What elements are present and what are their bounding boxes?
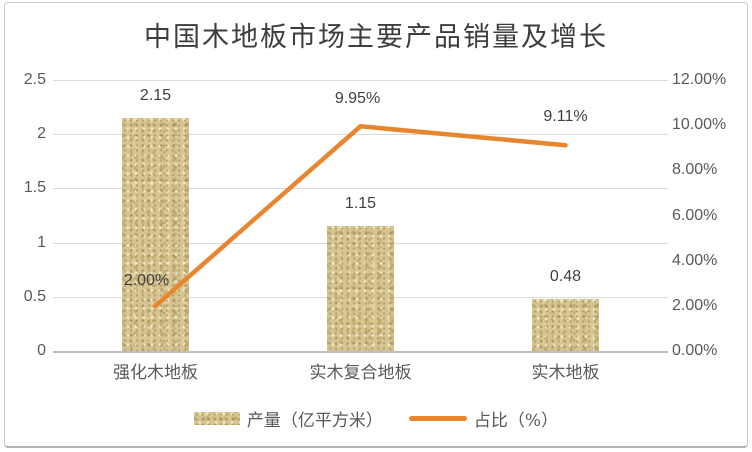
bar-实木复合地板 [327,226,394,351]
line-value-label: 9.95% [334,90,381,108]
right-axis-tick: 8.00% [672,161,718,179]
gridline [53,80,668,81]
legend-bar-label: 产量（亿平方米） [246,411,383,431]
line-value-label: 2.00% [123,271,170,289]
right-axis-tick: 10.00% [672,116,727,134]
right-axis-tick: 12.00% [672,71,727,88]
bar-强化木地板 [122,117,189,351]
left-axis-tick: 2.5 [23,71,46,88]
line-path [153,124,568,309]
left-axis-tick: 2 [37,125,46,143]
right-axis-tick: 0.00% [672,342,718,359]
category-label-3: 实木地板 [531,363,600,383]
left-axis-tick: 1.5 [23,179,46,197]
gridline [53,134,668,136]
legend: 产量（亿平方米） 占比（%） [0,406,752,431]
bar-value-label: 2.15 [139,86,172,104]
line-series [153,124,568,309]
category-label-2: 实木复合地板 [309,363,412,383]
left-axis-tick: 0 [37,342,46,359]
right-axis-tick: 2.00% [672,296,718,314]
bar-value-label: 1.15 [344,195,377,213]
left-axis-tick: 0.5 [23,287,46,305]
right-axis-tick: 4.00% [672,251,718,269]
bar-value-label: 0.48 [549,267,582,285]
gridline [53,188,668,190]
category-label-1: 强化木地板 [113,363,198,383]
bar-实木地板 [532,298,599,351]
chart-title: 中国木地板市场主要产品销量及增长 [144,22,608,53]
x-axis-line [53,350,668,353]
legend-line-swatch-icon [408,416,467,421]
right-axis-tick: 6.00% [672,206,718,224]
line-value-label: 9.11% [543,108,588,126]
legend-bar-swatch-icon [193,412,240,425]
left-axis-tick: 1 [37,233,46,251]
legend-line-label: 占比（%） [473,411,559,431]
